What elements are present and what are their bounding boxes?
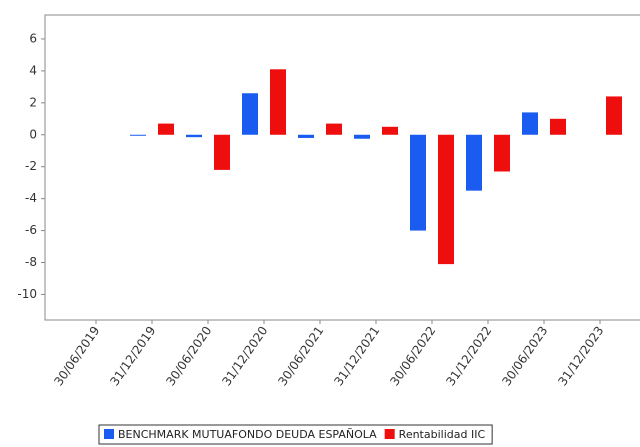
y-tick-label: 4 xyxy=(29,63,37,77)
x-tick-label: 31/12/2021 xyxy=(331,324,382,389)
x-tick-label: 30/06/2022 xyxy=(387,324,438,389)
bar xyxy=(326,123,342,135)
bar xyxy=(466,134,482,191)
x-tick-label: 30/06/2019 xyxy=(51,324,102,389)
bar xyxy=(382,126,398,135)
legend-label: Rentabilidad IIC xyxy=(399,428,486,441)
y-tick-label: -8 xyxy=(25,255,37,269)
y-tick-label: 2 xyxy=(29,95,37,109)
bar xyxy=(130,134,146,136)
legend-swatch xyxy=(384,429,395,439)
x-tick-label: 31/12/2022 xyxy=(443,324,494,389)
x-tick-label: 30/06/2023 xyxy=(499,324,550,389)
y-tick-label: 0 xyxy=(29,127,37,141)
y-tick-label: -4 xyxy=(25,191,37,205)
legend-swatch xyxy=(104,429,114,439)
bar xyxy=(214,134,230,170)
bar xyxy=(410,134,426,231)
bar xyxy=(242,93,258,135)
bar xyxy=(550,118,566,135)
legend-label: BENCHMARK MUTUAFONDO DEUDA ESPAÑOLA xyxy=(118,428,377,441)
bar xyxy=(158,123,174,135)
x-tick-label: 30/06/2020 xyxy=(163,324,214,389)
y-tick-label: -6 xyxy=(25,223,37,237)
x-tick-label: 31/12/2023 xyxy=(555,324,606,389)
x-tick-label: 30/06/2021 xyxy=(275,324,326,389)
y-tick-label: -2 xyxy=(25,159,37,173)
bar xyxy=(494,134,510,172)
x-tick-label: 31/12/2019 xyxy=(107,324,158,389)
bar xyxy=(270,69,286,135)
bar xyxy=(298,134,314,138)
plot-frame xyxy=(44,14,640,321)
x-tick-label: 31/12/2020 xyxy=(219,324,270,389)
bar xyxy=(186,134,202,138)
y-tick-label: -10 xyxy=(17,287,37,301)
bar xyxy=(354,134,370,139)
bar xyxy=(606,96,622,135)
bar xyxy=(438,134,454,265)
bar xyxy=(522,112,538,135)
y-tick-label: 6 xyxy=(29,31,37,45)
